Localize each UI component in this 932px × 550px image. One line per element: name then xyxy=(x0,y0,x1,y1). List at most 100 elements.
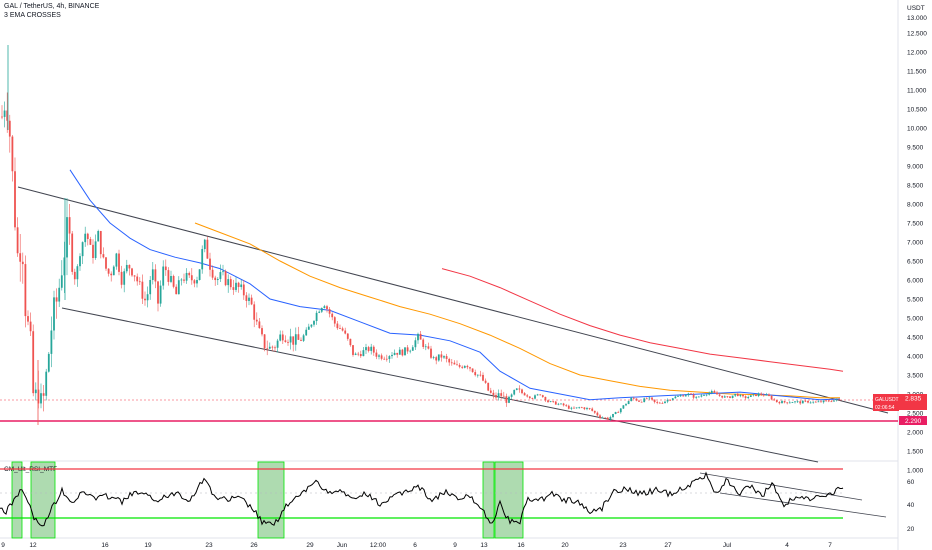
candle-body xyxy=(8,120,11,137)
candle-body xyxy=(383,358,386,360)
candle-body xyxy=(331,313,334,318)
candle-body xyxy=(378,355,380,357)
rsi-zone xyxy=(11,461,23,539)
candle-body xyxy=(138,281,141,283)
candle-body xyxy=(370,346,373,351)
candle-body xyxy=(586,408,588,410)
candle-body xyxy=(393,352,396,355)
candle-body xyxy=(419,333,422,340)
ema-fast-line xyxy=(69,169,841,401)
price-tick-label: 10.500 xyxy=(907,107,927,114)
candle-body xyxy=(84,233,87,243)
price-tick-label: 11.500 xyxy=(907,69,927,76)
candle-body xyxy=(484,380,487,383)
candle-body xyxy=(482,374,484,381)
candle-body xyxy=(318,311,321,313)
candle-body xyxy=(573,407,575,409)
price-tag-symbol: GALUSDT xyxy=(875,397,899,403)
candle-body xyxy=(76,266,79,280)
candle-body xyxy=(471,368,474,373)
candle-body xyxy=(58,287,61,302)
time-tick-label: 19 xyxy=(144,542,152,549)
candle-body xyxy=(656,402,659,403)
candle-body xyxy=(427,346,430,349)
candle-body xyxy=(422,339,425,347)
candle-body xyxy=(27,316,29,322)
candle-body xyxy=(716,392,718,395)
candle-body xyxy=(344,330,347,334)
candle-body xyxy=(115,253,118,267)
candle-body xyxy=(99,231,102,255)
candle-body xyxy=(783,401,786,403)
candle-body xyxy=(320,308,323,312)
candle-body xyxy=(541,395,544,397)
candle-body xyxy=(401,349,404,356)
candle-body xyxy=(162,266,165,286)
rsi-zone xyxy=(257,461,285,539)
candle-body xyxy=(367,347,370,351)
candle-body xyxy=(708,392,711,395)
candle-body xyxy=(557,403,560,405)
candle-body xyxy=(562,403,565,406)
candle-body xyxy=(414,340,417,348)
candle-body xyxy=(276,340,279,348)
candle-body xyxy=(775,400,778,403)
candle-body xyxy=(294,334,297,345)
candle-body xyxy=(92,244,94,258)
candle-body xyxy=(742,394,744,397)
price-tag-countdown: 02:06:54 xyxy=(875,405,895,411)
candle-body xyxy=(640,401,643,403)
candle-body xyxy=(604,417,607,419)
price-tick-label: 2.500 xyxy=(907,411,924,418)
price-tick-label: 9.000 xyxy=(907,164,924,171)
candle-body xyxy=(102,254,105,258)
candle-body xyxy=(86,233,89,239)
candle-body xyxy=(492,392,495,396)
candle-body xyxy=(128,264,131,269)
candle-body xyxy=(591,408,594,411)
candle-body xyxy=(812,401,815,403)
candle-body xyxy=(596,412,599,416)
candle-body xyxy=(149,279,152,295)
candle-body xyxy=(266,348,269,350)
candle-body xyxy=(658,402,661,404)
price-tick-label: 4.000 xyxy=(907,354,924,361)
candle-body xyxy=(34,389,37,394)
candle-body xyxy=(565,405,568,407)
candle-body xyxy=(781,401,783,404)
candle-body xyxy=(297,334,300,340)
price-tick-label: 3.500 xyxy=(907,373,924,380)
candle-body xyxy=(404,347,406,356)
candle-body xyxy=(791,402,794,403)
candle-body xyxy=(526,395,529,397)
candle-body xyxy=(81,242,84,257)
candle-body xyxy=(118,253,120,272)
candle-body xyxy=(240,284,243,288)
candle-body xyxy=(341,328,344,331)
candle-body xyxy=(747,396,750,399)
candle-body xyxy=(183,279,185,281)
candle-body xyxy=(151,269,154,280)
oscillator-tick-label: 40 xyxy=(907,502,915,509)
candle-body xyxy=(531,398,534,399)
candle-body xyxy=(263,334,266,349)
price-tick-label: 8.000 xyxy=(907,202,924,209)
candle-body xyxy=(445,356,448,359)
price-tick-label: 8.500 xyxy=(907,183,924,190)
candle-body xyxy=(94,241,97,258)
candle-body xyxy=(180,279,183,281)
price-tick-label: 12.000 xyxy=(907,50,927,57)
candle-body xyxy=(198,269,201,280)
candle-body xyxy=(133,275,136,277)
candles xyxy=(1,45,841,425)
candle-body xyxy=(63,257,66,276)
candle-body xyxy=(281,334,284,341)
candle-body xyxy=(42,393,45,396)
candle-body xyxy=(456,364,458,366)
candle-body xyxy=(443,356,445,358)
candle-body xyxy=(440,354,443,358)
candle-body xyxy=(68,217,71,234)
candle-body xyxy=(799,401,802,404)
